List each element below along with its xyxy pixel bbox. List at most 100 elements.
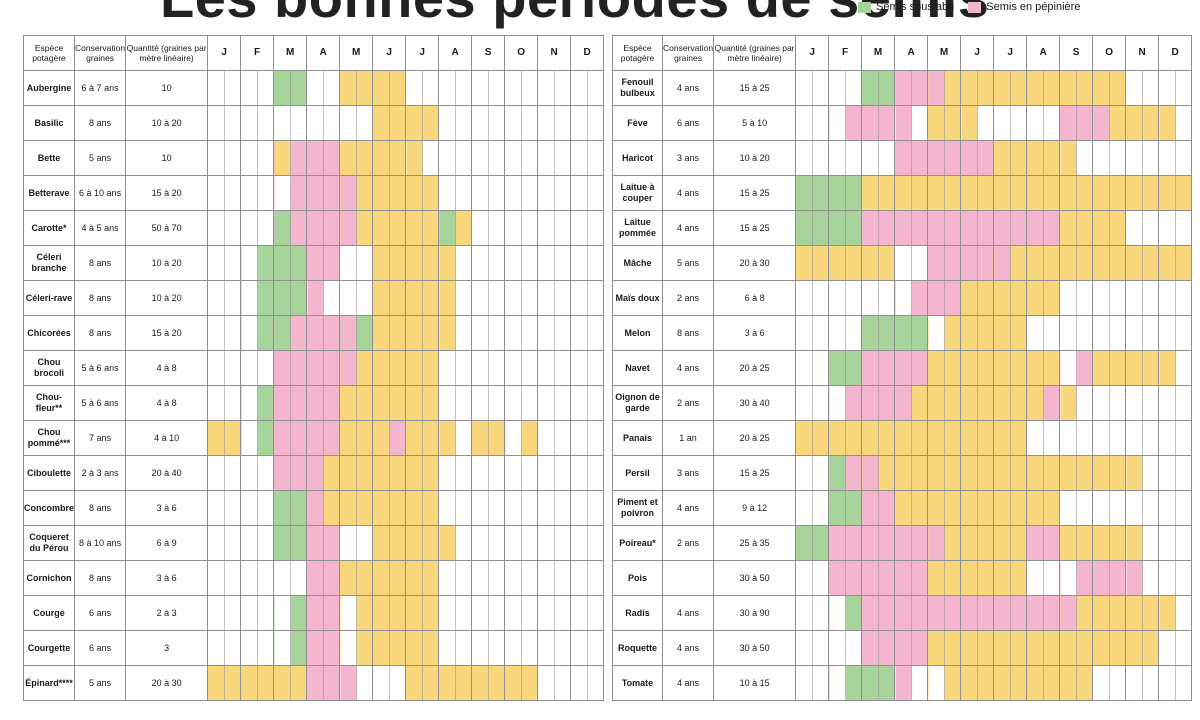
half-month-divider (944, 141, 946, 175)
month-cell (927, 350, 962, 386)
month-cell (1059, 525, 1094, 561)
month-cell (504, 420, 539, 456)
month-cell (537, 175, 572, 211)
seed-quantity: 15 à 20 (125, 175, 209, 211)
month-cell (993, 595, 1028, 631)
month-cell (207, 350, 242, 386)
seed-quantity: 10 (125, 70, 209, 106)
half-month-divider (1076, 176, 1078, 210)
species-name: Épinard**** (22, 665, 76, 701)
half-month-divider (1109, 176, 1111, 210)
half-month-divider (1175, 141, 1177, 175)
half-month-divider (1109, 141, 1111, 175)
seed-quantity: 3 (125, 630, 209, 666)
half-month-divider (290, 281, 292, 315)
half-month-divider (845, 421, 847, 455)
half-month-divider (977, 631, 979, 665)
species-name: Carotte* (22, 210, 76, 246)
header-month: M (339, 35, 374, 71)
half-month-divider (977, 596, 979, 630)
half-month-divider (587, 106, 589, 140)
half-month-divider (224, 491, 226, 525)
legend-swatch-nursery (968, 1, 982, 13)
half-month-divider (554, 596, 556, 630)
month-cell (537, 560, 572, 596)
header-month: J (207, 35, 242, 71)
sowing-table-right: Espèce potagère Conservation graines Qua… (612, 35, 1193, 701)
table-row: Pois 30 à 50 (612, 560, 1193, 596)
month-cell (1125, 210, 1160, 246)
half-month-divider (1010, 561, 1012, 595)
half-month-divider (257, 491, 259, 525)
month-cell (1026, 70, 1061, 106)
half-month-divider (257, 666, 259, 700)
half-month-divider (845, 561, 847, 595)
half-month-divider (587, 456, 589, 490)
month-cell (504, 525, 539, 561)
species-name: Persil (612, 455, 663, 491)
half-month-divider (521, 281, 523, 315)
table-row: Ciboulette 2 à 3 ans 20 à 40 (22, 455, 605, 491)
half-month-divider (812, 211, 814, 245)
half-month-divider (356, 176, 358, 210)
month-cell (1158, 665, 1193, 701)
month-cell (537, 665, 572, 701)
seed-conservation: 4 à 5 ans (74, 210, 127, 246)
species-name: Navet (612, 350, 663, 386)
month-cell (795, 105, 830, 141)
half-month-divider (488, 631, 490, 665)
seed-quantity: 30 à 50 (713, 560, 797, 596)
half-month-divider (224, 526, 226, 560)
month-cell (570, 105, 605, 141)
species-name: Céleri-rave (22, 280, 76, 316)
half-month-divider (1043, 316, 1045, 350)
month-cell (927, 210, 962, 246)
seed-conservation: 4 ans (661, 490, 715, 526)
half-month-divider (389, 526, 391, 560)
month-cell (504, 70, 539, 106)
half-month-divider (878, 456, 880, 490)
month-cell (861, 455, 896, 491)
seed-quantity: 25 à 35 (713, 525, 797, 561)
month-cell (570, 245, 605, 281)
species-name: Panais (612, 420, 663, 456)
half-month-divider (422, 316, 424, 350)
month-cell (372, 350, 407, 386)
half-month-divider (488, 351, 490, 385)
month-cell (1158, 315, 1193, 351)
month-cell (306, 280, 341, 316)
month-cell (438, 245, 473, 281)
half-month-divider (521, 526, 523, 560)
half-month-divider (845, 106, 847, 140)
month-cell (438, 140, 473, 176)
month-cell (372, 210, 407, 246)
seed-quantity: 5 à 10 (713, 105, 797, 141)
half-month-divider (422, 631, 424, 665)
half-month-divider (554, 71, 556, 105)
seed-conservation: 8 ans (74, 560, 127, 596)
half-month-divider (290, 246, 292, 280)
half-month-divider (845, 316, 847, 350)
header-month: O (504, 35, 539, 71)
half-month-divider (422, 281, 424, 315)
half-month-divider (323, 491, 325, 525)
half-month-divider (977, 176, 979, 210)
half-month-divider (878, 316, 880, 350)
month-cell (240, 455, 275, 491)
month-cell (471, 245, 506, 281)
seed-conservation: 6 ans (661, 105, 715, 141)
month-cell (504, 350, 539, 386)
month-cell (1026, 105, 1061, 141)
species-name: Courge (22, 595, 76, 631)
month-cell (960, 210, 995, 246)
month-cell (927, 665, 962, 701)
half-month-divider (812, 281, 814, 315)
half-month-divider (257, 176, 259, 210)
month-cell (1158, 210, 1193, 246)
month-cell (438, 420, 473, 456)
half-month-divider (1076, 421, 1078, 455)
half-month-divider (224, 351, 226, 385)
month-cell (405, 595, 440, 631)
half-month-divider (944, 456, 946, 490)
half-month-divider (1109, 246, 1111, 280)
